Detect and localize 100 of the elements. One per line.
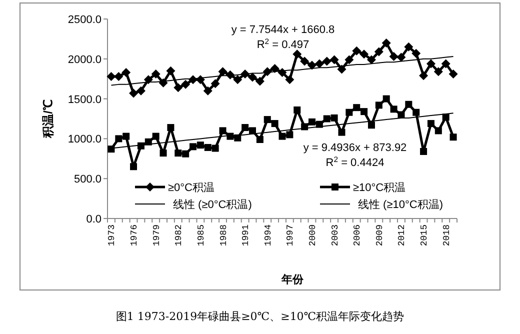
point	[210, 79, 220, 88]
point	[434, 127, 442, 134]
x-tick-label: 1973	[107, 224, 118, 246]
point	[396, 52, 406, 62]
point	[412, 108, 420, 116]
point	[286, 131, 294, 138]
point	[114, 72, 124, 81]
point	[426, 59, 436, 68]
point	[270, 64, 280, 73]
point	[203, 86, 212, 96]
point	[249, 127, 256, 134]
point	[242, 124, 249, 132]
point	[204, 144, 212, 151]
point	[419, 71, 428, 80]
point	[346, 108, 353, 116]
point	[136, 86, 146, 96]
point	[405, 100, 412, 108]
point	[181, 80, 190, 89]
point	[182, 150, 190, 158]
point	[115, 135, 122, 142]
point	[337, 64, 346, 74]
point	[196, 142, 204, 149]
point	[434, 67, 443, 76]
x-tick-label: 1979	[152, 224, 162, 246]
point	[360, 108, 368, 116]
point	[255, 76, 264, 86]
point	[278, 132, 286, 140]
x-tick-label: 1976	[130, 224, 140, 246]
annotation: y = 9.4936x + 873.92 R$^{2}$ = 0.4424	[303, 142, 407, 169]
point	[375, 102, 382, 109]
point	[152, 132, 160, 140]
x-tick-label: 2015	[420, 224, 430, 246]
point	[256, 136, 264, 143]
point	[404, 42, 414, 52]
y-tick-label: 0.0	[86, 214, 102, 226]
point	[307, 60, 316, 70]
y-tick-label: 1500.0	[68, 94, 102, 106]
point	[360, 50, 369, 59]
x-tick-label: 1982	[174, 224, 184, 246]
point	[233, 75, 242, 84]
point	[190, 143, 197, 150]
point	[368, 122, 375, 129]
point	[330, 114, 338, 122]
caption: 图1 1973-2019年碌曲县≥0℃、≥10℃积温年际变化趋势	[116, 310, 404, 323]
point	[322, 56, 332, 66]
point	[167, 124, 174, 132]
point	[382, 38, 391, 48]
point	[352, 46, 362, 56]
point	[330, 55, 339, 64]
point	[344, 55, 354, 64]
point	[441, 59, 450, 68]
point	[374, 47, 384, 56]
legend-label: ≥10°C积温	[353, 182, 406, 194]
x-tick-label: 2003	[330, 224, 340, 246]
y-tick-label: 1000.0	[68, 134, 102, 146]
point	[248, 72, 258, 82]
y-tick-label: 2500.0	[68, 14, 102, 26]
point	[338, 128, 346, 136]
annotation: y = 7.7544x + 1660.8 R$^{2}$ = 0.497	[231, 24, 335, 51]
point	[130, 163, 138, 170]
point	[323, 115, 330, 122]
point	[166, 66, 176, 76]
point	[122, 68, 131, 77]
point	[174, 150, 182, 157]
point	[300, 56, 310, 66]
point	[308, 118, 316, 126]
x-tick-label: 2012	[397, 224, 408, 246]
y-tick-label: 2000.0	[68, 54, 102, 66]
point	[450, 134, 457, 141]
point	[390, 106, 398, 113]
point	[420, 148, 428, 155]
x-tick-label: 1997	[286, 224, 296, 246]
point	[389, 52, 398, 62]
legend-label: 线性 (≥10°C积温)	[358, 198, 443, 211]
y-axis-title: 积温/℃	[41, 100, 55, 139]
point	[314, 59, 324, 68]
point	[412, 48, 421, 58]
y-tick-label: 500.0	[74, 174, 102, 186]
point	[218, 67, 228, 76]
legend-label: 线性 (≥0°C积温)	[173, 198, 252, 211]
x-tick-label: 2000	[308, 224, 318, 246]
point	[427, 120, 434, 128]
point	[353, 104, 360, 112]
x-tick-label: 2009	[374, 224, 385, 246]
point	[292, 50, 302, 59]
point	[271, 120, 278, 128]
point	[264, 116, 271, 124]
x-tick-label: 1994	[263, 224, 274, 246]
point	[174, 83, 183, 92]
legend-label: ≥0°C积温	[168, 182, 214, 194]
point	[108, 146, 115, 153]
x-axis-title: 年份	[280, 273, 304, 286]
point	[144, 75, 153, 84]
x-tick-label: 2018	[442, 224, 452, 246]
point	[448, 70, 458, 79]
x-tick-label: 1988	[218, 224, 229, 246]
point	[151, 70, 160, 79]
point	[382, 95, 390, 102]
point	[129, 88, 138, 98]
point	[285, 75, 294, 84]
